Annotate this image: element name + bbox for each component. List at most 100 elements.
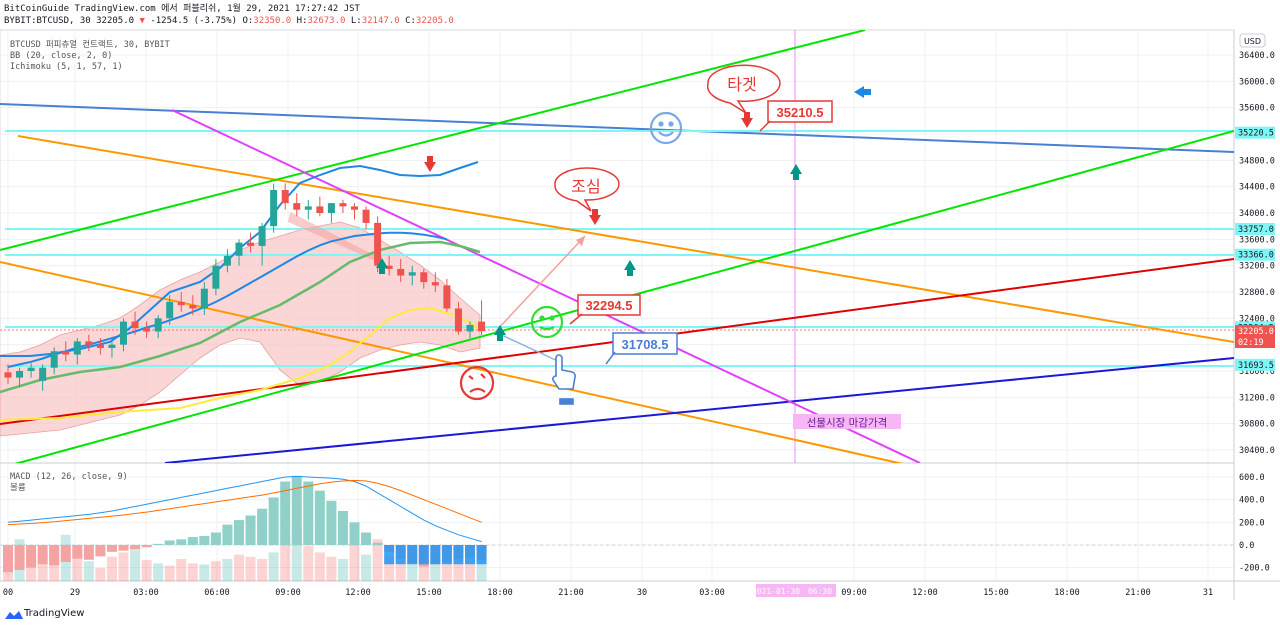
trendline-orange-upper[interactable] (17, 135, 1234, 343)
candle-body[interactable] (247, 242, 255, 246)
price-level-text: 31693.5 (1238, 361, 1274, 371)
volume-bar (210, 561, 221, 581)
candle-body[interactable] (4, 372, 12, 378)
candle-body[interactable] (385, 265, 393, 269)
candle-body[interactable] (143, 328, 151, 332)
price-box-35210[interactable]: 35210.5 (759, 100, 833, 132)
candle-body[interactable] (374, 222, 382, 266)
down-arrow-icon[interactable] (589, 215, 601, 225)
svg-text:32294.5: 32294.5 (586, 298, 633, 313)
symbol-title[interactable]: BTCUSD 퍼피츄얼 컨트랙트, 30, BYBIT (10, 40, 170, 50)
volume-bar (72, 554, 83, 581)
candle-body[interactable] (327, 203, 335, 213)
projection-arrow-down[interactable] (494, 331, 561, 363)
up-arrow-icon[interactable] (494, 325, 506, 335)
histogram-bar (26, 545, 37, 568)
volume-title[interactable]: 볼륨 (10, 483, 26, 493)
candle-body[interactable] (131, 321, 139, 329)
close-label[interactable]: 선물시장 마감가격 (793, 414, 901, 429)
candle-body[interactable] (177, 301, 185, 306)
volume-bar (83, 561, 94, 581)
candle-body[interactable] (96, 344, 104, 348)
histogram-bar (384, 545, 395, 565)
candle-body[interactable] (50, 351, 58, 368)
price-tick-label: 36000.0 (1239, 77, 1275, 87)
svg-text:06:30: 06:30 (808, 587, 832, 596)
candle-body[interactable] (39, 367, 47, 381)
projection-arrow-up[interactable] (494, 235, 586, 333)
up-arrow-icon[interactable] (376, 258, 388, 268)
dizzy-face-icon[interactable] (459, 365, 495, 401)
candle-body[interactable] (16, 371, 24, 378)
price-level-labels: 35220.533757.033366.032264.532205.002:19… (1235, 126, 1275, 371)
candle-body[interactable] (351, 206, 358, 210)
price-box-31708[interactable]: 31708.5 (605, 332, 678, 365)
up-arrow-icon (627, 269, 633, 276)
macd-tick-label: 0.0 (1239, 541, 1254, 551)
caution-bubble[interactable]: 조심 (554, 167, 620, 212)
candle-body[interactable] (73, 341, 81, 355)
candle-body[interactable] (443, 285, 451, 309)
candle-body[interactable] (339, 203, 347, 207)
macd-title[interactable]: MACD (12, 26, close, 9) (10, 472, 128, 482)
neutral-face-icon[interactable] (530, 305, 564, 339)
happy-face-icon[interactable] (649, 111, 683, 145)
price-box-32294[interactable]: 32294.5 (569, 294, 641, 325)
candle-body[interactable] (293, 203, 301, 210)
usd-badge[interactable]: USD (1239, 33, 1266, 48)
up-arrow-icon[interactable] (624, 260, 636, 270)
ichimoku-legend[interactable]: Ichimoku (5, 1, 57, 1) (10, 62, 123, 72)
trendline-magenta[interactable] (171, 109, 921, 463)
candle-body[interactable] (189, 305, 197, 309)
left-arrow-icon[interactable] (854, 86, 864, 98)
histogram-bar (257, 508, 268, 545)
svg-text:31708.5: 31708.5 (622, 337, 669, 352)
candle-body[interactable] (27, 367, 35, 371)
trendline-green-upper[interactable] (0, 30, 866, 251)
candle-body[interactable] (166, 301, 174, 319)
candle-body[interactable] (431, 282, 439, 286)
candle-body[interactable] (212, 265, 220, 289)
candle-body[interactable] (235, 242, 243, 256)
candle-body[interactable] (408, 272, 416, 276)
trendline-steel-resistance[interactable] (0, 103, 1234, 153)
candle-body[interactable] (270, 189, 278, 227)
candle-body[interactable] (62, 351, 70, 355)
chart-header: BitCoinGuide TradingView.com 에서 퍼블리쉬, 1월… (4, 3, 454, 27)
bb-legend[interactable]: BB (20, close, 2, 0) (10, 51, 113, 61)
price-axis[interactable]: 30400.030800.031200.031600.032000.032400… (1239, 51, 1275, 456)
pointer-hand-icon[interactable] (552, 354, 576, 405)
candle-body[interactable] (420, 272, 428, 283)
candles[interactable] (4, 183, 486, 391)
candle-body[interactable] (362, 209, 370, 223)
price-level-text: 32205.0 (1238, 327, 1274, 337)
macd-legend[interactable]: MACD (12, 26, close, 9) 볼륨 (10, 472, 128, 494)
candle-body[interactable] (108, 344, 116, 348)
candle-body[interactable] (223, 255, 231, 266)
candle-body[interactable] (316, 206, 324, 213)
candle-body[interactable] (281, 189, 289, 204)
annotations[interactable]: 타겟 조심 35210.5 32294.5 31708.5 선물시장 마감가격 (376, 64, 901, 429)
candle-body[interactable] (85, 341, 93, 345)
candle-body[interactable] (200, 288, 208, 309)
candle-body[interactable] (304, 206, 312, 210)
candle-body[interactable] (397, 268, 405, 276)
candle-body[interactable] (478, 321, 486, 332)
svg-text:2021-01-30: 2021-01-30 (752, 587, 800, 596)
histogram-bar (476, 545, 487, 565)
volume-bar (314, 552, 325, 581)
down-arrow-icon[interactable] (741, 118, 753, 128)
candle-body[interactable] (466, 324, 474, 332)
trendline-blue-support[interactable] (164, 357, 1234, 463)
up-arrow-icon[interactable] (790, 164, 802, 174)
candle-body[interactable] (120, 321, 127, 345)
indicator-legend[interactable]: BTCUSD 퍼피츄얼 컨트랙트, 30, BYBIT BB (20, clos… (10, 40, 170, 73)
candle-body[interactable] (258, 226, 266, 246)
candle-body[interactable] (154, 318, 162, 332)
down-arrow-icon[interactable] (424, 162, 436, 172)
candle-body[interactable] (454, 308, 462, 332)
macd-pane[interactable] (3, 475, 487, 581)
target-bubble[interactable]: 타겟 (706, 64, 781, 114)
time-axis[interactable]: 00 29 03:00 06:00 09:00 12:00 15:00 18:00 21:00 3… (3, 588, 1213, 598)
